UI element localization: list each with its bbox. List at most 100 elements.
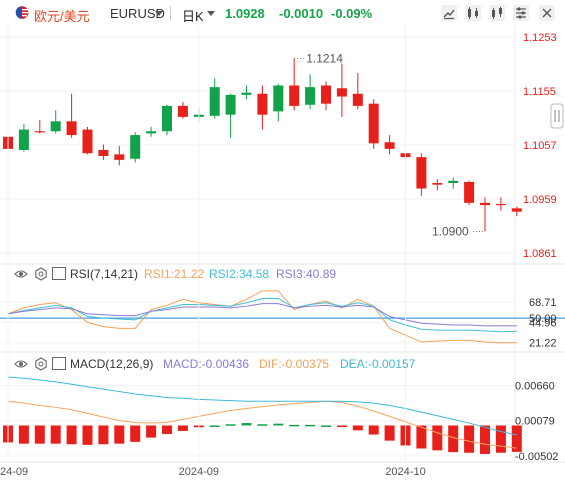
candle-body [464,181,475,203]
dif-label: DIF:-0.00375 [259,357,330,371]
macd-bar [130,425,141,442]
macd-line-dif [7,400,517,449]
candle-body [273,85,284,112]
macd-bar [321,425,331,427]
rsi-series [7,290,517,344]
compare-icon[interactable] [488,4,506,22]
rsi-tick-label: 68.71 [529,297,557,309]
header-bar: 欧元/美元 EURUSD 日K 1.0928 -0.0010 -0.09% [0,0,565,26]
rsi-line-rsi2 [7,298,517,333]
macd-bar [416,425,427,449]
price-tick-label: 1.1057 [523,140,557,152]
price-tick-label: 1.0959 [523,194,557,206]
macd-tick-label: 0.00660 [515,381,555,393]
date-axis: 24-09 2024-09 2024-10 [0,26,426,478]
draw-tool-icon[interactable] [440,4,458,22]
macd-grid [0,385,515,457]
candle-body [289,85,300,106]
macd-bar [162,425,172,434]
candle-body [432,183,443,185]
candle-body [511,208,522,212]
rsi-tick-label: 44.96 [529,317,557,329]
high-price-label: 1.1214 [306,51,343,65]
low-price-label: 1.0900 [432,225,469,239]
candle-body [34,131,45,133]
symbol-label[interactable]: EURUSD [110,6,165,21]
candle-body [98,149,109,157]
macd-bar [336,425,347,427]
candle-body [50,121,61,132]
rsi-line-rsi1 [7,290,517,344]
price-tick-label: 1.1253 [523,32,557,44]
candle-body [130,135,141,159]
rsi-tick-label: 21.22 [529,338,557,350]
candle-body [321,85,331,104]
price-tick-label: 1.0861 [523,248,557,260]
candle-body [480,202,490,206]
macd-bar [384,425,395,441]
price-change: -0.0010 [279,6,324,21]
macd-label: MACD:-0.00436 [163,357,250,371]
candle-body [257,93,268,115]
rsi-title: RSI(7,14,21) [70,267,139,281]
candle-body [209,87,220,116]
macd-bar [448,425,459,453]
eu-us-flag-icon [15,6,29,19]
macd-bar [289,424,300,427]
macd-tick-label: 0.00079 [515,416,555,428]
eye-icon[interactable] [14,267,28,281]
candle-body [336,88,347,97]
price-change-pct: -0.09% [331,6,373,21]
gear-icon[interactable] [34,267,48,281]
candle-body [82,129,93,154]
macd-bar [305,424,316,427]
high-low-markers: 1.1214 1.0900 [294,51,485,239]
macd-bar [464,425,475,453]
macd-bar [432,425,443,451]
settings-icon[interactable] [512,4,530,22]
indicator-box-icon [52,267,66,280]
candle-body [146,131,157,134]
candle-body [66,121,77,136]
macd-bar [480,425,490,454]
main-grid [0,36,515,254]
macd-bar [511,425,522,452]
indicator-box-icon [52,357,66,370]
period-selector[interactable]: 日K [182,9,204,24]
price-axis: 1.1253 1.1155 1.1057 1.0959 1.0861 [523,32,557,260]
chevron-down-icon[interactable] [207,11,215,16]
pair-name[interactable]: 欧元/美元 [34,9,90,24]
fullscreen-icon[interactable] [538,4,556,22]
candle-body [162,105,172,132]
macd-bar [66,425,77,445]
candle-body [225,94,236,115]
macd-bar [241,423,252,426]
macd-bar [18,425,29,444]
date-tick-label: 2024-10 [385,466,425,478]
macd-tick-label: -0.00502 [515,451,558,463]
date-tick-label: 24-09 [0,466,28,478]
macd-axis: 0.00660 0.00079 -0.00502 [515,381,558,463]
candle-body [305,87,316,105]
eye-icon[interactable] [14,357,28,371]
macd-bar [257,424,268,426]
macd-bar [50,425,61,444]
macd-lines [7,376,517,449]
macd-bar [98,425,109,445]
macd-bar [273,423,284,426]
candle-body [495,203,506,206]
scroll-handle[interactable] [550,103,564,129]
divider [170,6,171,20]
date-tick-label: 2024-09 [179,466,219,478]
rsi-grid [0,301,565,344]
chevron-down-icon[interactable] [155,11,163,16]
macd-histogram [3,423,522,454]
macd-bar [146,425,157,438]
dea-label: DEA:-0.00157 [340,357,416,371]
candlestick-series [3,58,522,232]
macd-bar [352,425,363,431]
indicator-icon[interactable] [464,4,482,22]
gear-icon[interactable] [34,357,48,371]
